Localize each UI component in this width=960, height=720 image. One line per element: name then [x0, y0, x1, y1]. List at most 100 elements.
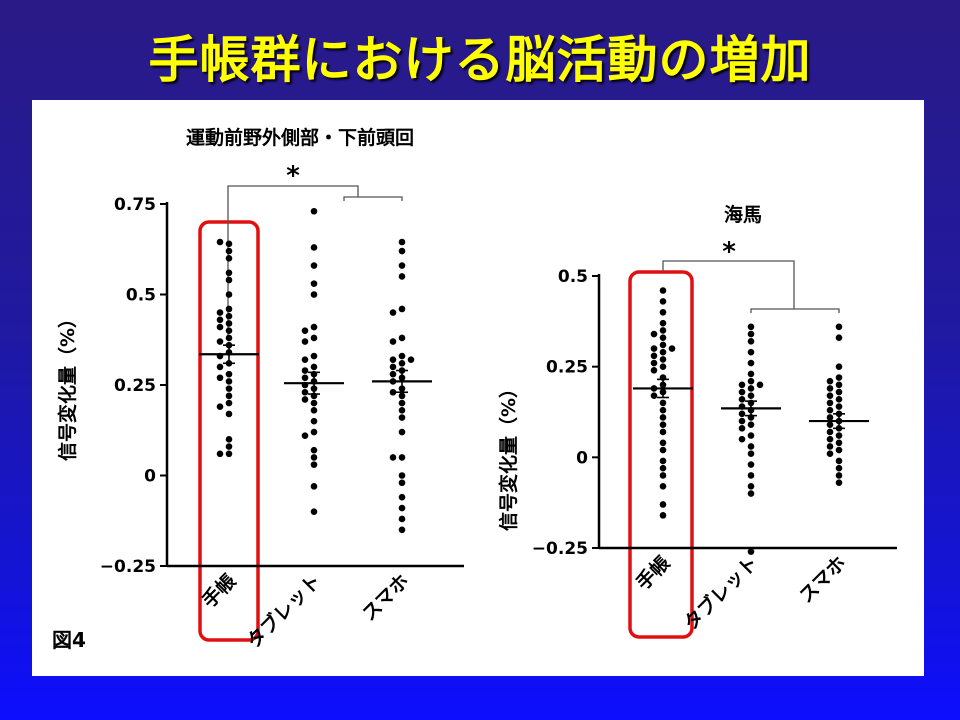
data-point: [659, 327, 667, 334]
data-point: [835, 439, 843, 447]
data-point: [389, 454, 397, 461]
slide-title: 手帳群における脳活動の増加: [148, 31, 812, 89]
data-point: [659, 406, 667, 414]
data-point: [310, 363, 318, 371]
significance-star: *: [722, 237, 736, 267]
data-point: [747, 421, 755, 428]
data-point: [835, 388, 843, 396]
data-point: [398, 515, 406, 523]
data-point: [398, 305, 406, 313]
y-tick-label: −0.25: [532, 539, 588, 559]
data-point: [301, 356, 309, 363]
chart-prefrontal: 運動前野外側部・下前頭回 0.75 0.5 0.25 0 −0.25 信号変化量（%） 手帳タ…: [56, 126, 464, 653]
data-point: [668, 345, 676, 352]
highlight-box: [628, 270, 694, 639]
data-point: [398, 399, 406, 407]
data-point: [310, 399, 318, 407]
data-point: [310, 454, 318, 461]
data-point: [835, 381, 843, 389]
data-point: [826, 392, 834, 399]
y-tick-label: 0.25: [114, 376, 156, 396]
data-point: [659, 341, 667, 349]
y-tick-label: 0.5: [558, 267, 588, 287]
data-point: [747, 370, 755, 378]
data-point: [826, 435, 834, 443]
data-point: [398, 352, 406, 360]
data-point: [389, 363, 397, 371]
y-tick-label: 0.25: [546, 358, 588, 378]
data-point: [659, 512, 667, 519]
data-point: [216, 323, 224, 331]
data-point: [738, 435, 746, 443]
significance-bracket: [227, 185, 403, 340]
data-point: [398, 238, 406, 246]
data-point: [398, 428, 406, 436]
data-point: [835, 479, 843, 487]
data-point: [747, 443, 755, 450]
y-tick-label: 0.75: [114, 195, 156, 215]
figure-canvas: 図4 運動前野外側部・下前頭回 0.75 0.5 0.25 0 −0.25 信号変化量（%）…: [52, 126, 897, 653]
data-point: [216, 363, 224, 371]
data-point: [216, 316, 224, 324]
data-point: [835, 396, 843, 403]
data-point: [747, 450, 755, 458]
data-point: [407, 356, 415, 363]
data-point: [747, 323, 755, 331]
data-point: [225, 410, 233, 418]
y-axis-label: 信号変化量（%）: [497, 379, 520, 531]
data-point: [659, 457, 667, 465]
data-point: [310, 407, 318, 414]
series-1: [284, 207, 344, 515]
data-point: [659, 446, 667, 454]
data-point: [398, 493, 406, 501]
y-axis-label: 信号変化量（%）: [56, 309, 79, 461]
data-point: [389, 370, 397, 378]
data-point: [301, 327, 309, 334]
series-0: [199, 238, 259, 458]
data-point: [398, 479, 406, 487]
data-point: [225, 436, 233, 443]
data-point: [216, 403, 224, 411]
data-point: [835, 457, 843, 465]
y-tick-label: −0.25: [100, 557, 156, 577]
data-point: [826, 399, 834, 407]
data-point: [659, 414, 667, 421]
data-point: [659, 334, 667, 341]
data-point: [301, 388, 309, 396]
data-point: [398, 359, 406, 367]
series-2: [372, 238, 432, 534]
data-point: [738, 417, 746, 425]
highlight-box: [198, 220, 260, 642]
data-point: [310, 280, 318, 287]
data-point: [835, 464, 843, 472]
data-point: [398, 414, 406, 421]
series-1: [721, 323, 781, 555]
data-point: [225, 450, 233, 458]
data-point: [747, 337, 755, 345]
data-point: [738, 425, 746, 432]
data-point: [301, 338, 309, 345]
data-point: [747, 385, 755, 392]
data-point: [659, 287, 667, 294]
figure-panel: 図4 運動前野外側部・下前頭回 0.75 0.5 0.25 0 −0.25 信号変化量（%）…: [32, 100, 924, 676]
data-point: [310, 323, 318, 331]
data-point: [225, 276, 233, 284]
data-point: [659, 421, 667, 428]
data-point: [756, 381, 764, 389]
data-point: [835, 334, 843, 341]
data-point: [650, 352, 658, 360]
data-point: [747, 359, 755, 367]
data-point: [650, 359, 658, 367]
data-point: [747, 483, 755, 490]
data-point: [835, 432, 843, 439]
data-point: [310, 461, 318, 468]
data-point: [225, 291, 233, 298]
data-point: [225, 443, 233, 450]
data-point: [747, 432, 755, 439]
data-point: [301, 396, 309, 403]
data-point: [738, 396, 746, 403]
data-point: [216, 338, 224, 345]
bracket-line: [343, 196, 403, 201]
data-point: [659, 298, 667, 305]
